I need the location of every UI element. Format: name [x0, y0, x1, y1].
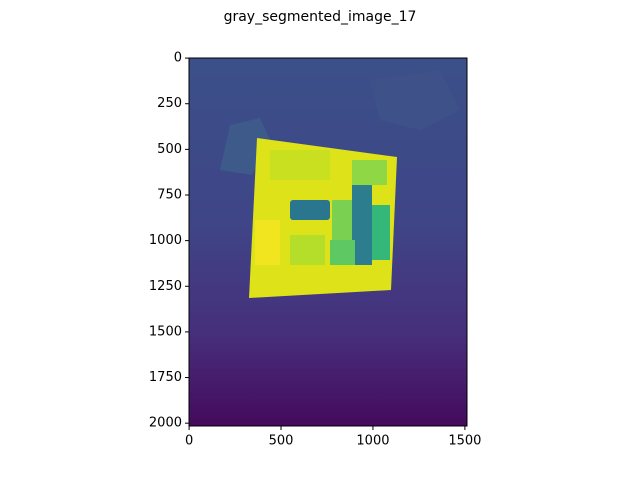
- segment: [330, 240, 355, 265]
- y-tick-label: 500: [157, 142, 182, 157]
- x-tick-label: 1500: [448, 434, 481, 449]
- segment: [370, 70, 460, 130]
- y-tick-label: 1250: [149, 279, 182, 294]
- x-tick-label: 500: [269, 434, 294, 449]
- axes-frame: [188, 57, 468, 427]
- y-tick-label: 750: [157, 187, 182, 202]
- y-tick-label: 2000: [149, 416, 182, 431]
- x-tick-label: 1000: [356, 434, 389, 449]
- segment: [270, 150, 330, 180]
- y-tick-label: 0: [174, 51, 182, 66]
- segment: [352, 160, 387, 185]
- segment: [290, 200, 330, 220]
- image: [189, 58, 467, 426]
- segment: [352, 185, 372, 265]
- y-tick-label: 1000: [149, 233, 182, 248]
- segment: [372, 205, 390, 260]
- y-tick-label: 250: [157, 96, 182, 111]
- x-tick-label: 0: [185, 434, 193, 449]
- chart-title: gray_segmented_image_17: [224, 9, 417, 25]
- y-tick-label: 1750: [149, 370, 182, 385]
- segment: [332, 200, 352, 240]
- y-tick-label: 1500: [149, 324, 182, 339]
- segment: [290, 235, 325, 265]
- segment: [255, 220, 280, 265]
